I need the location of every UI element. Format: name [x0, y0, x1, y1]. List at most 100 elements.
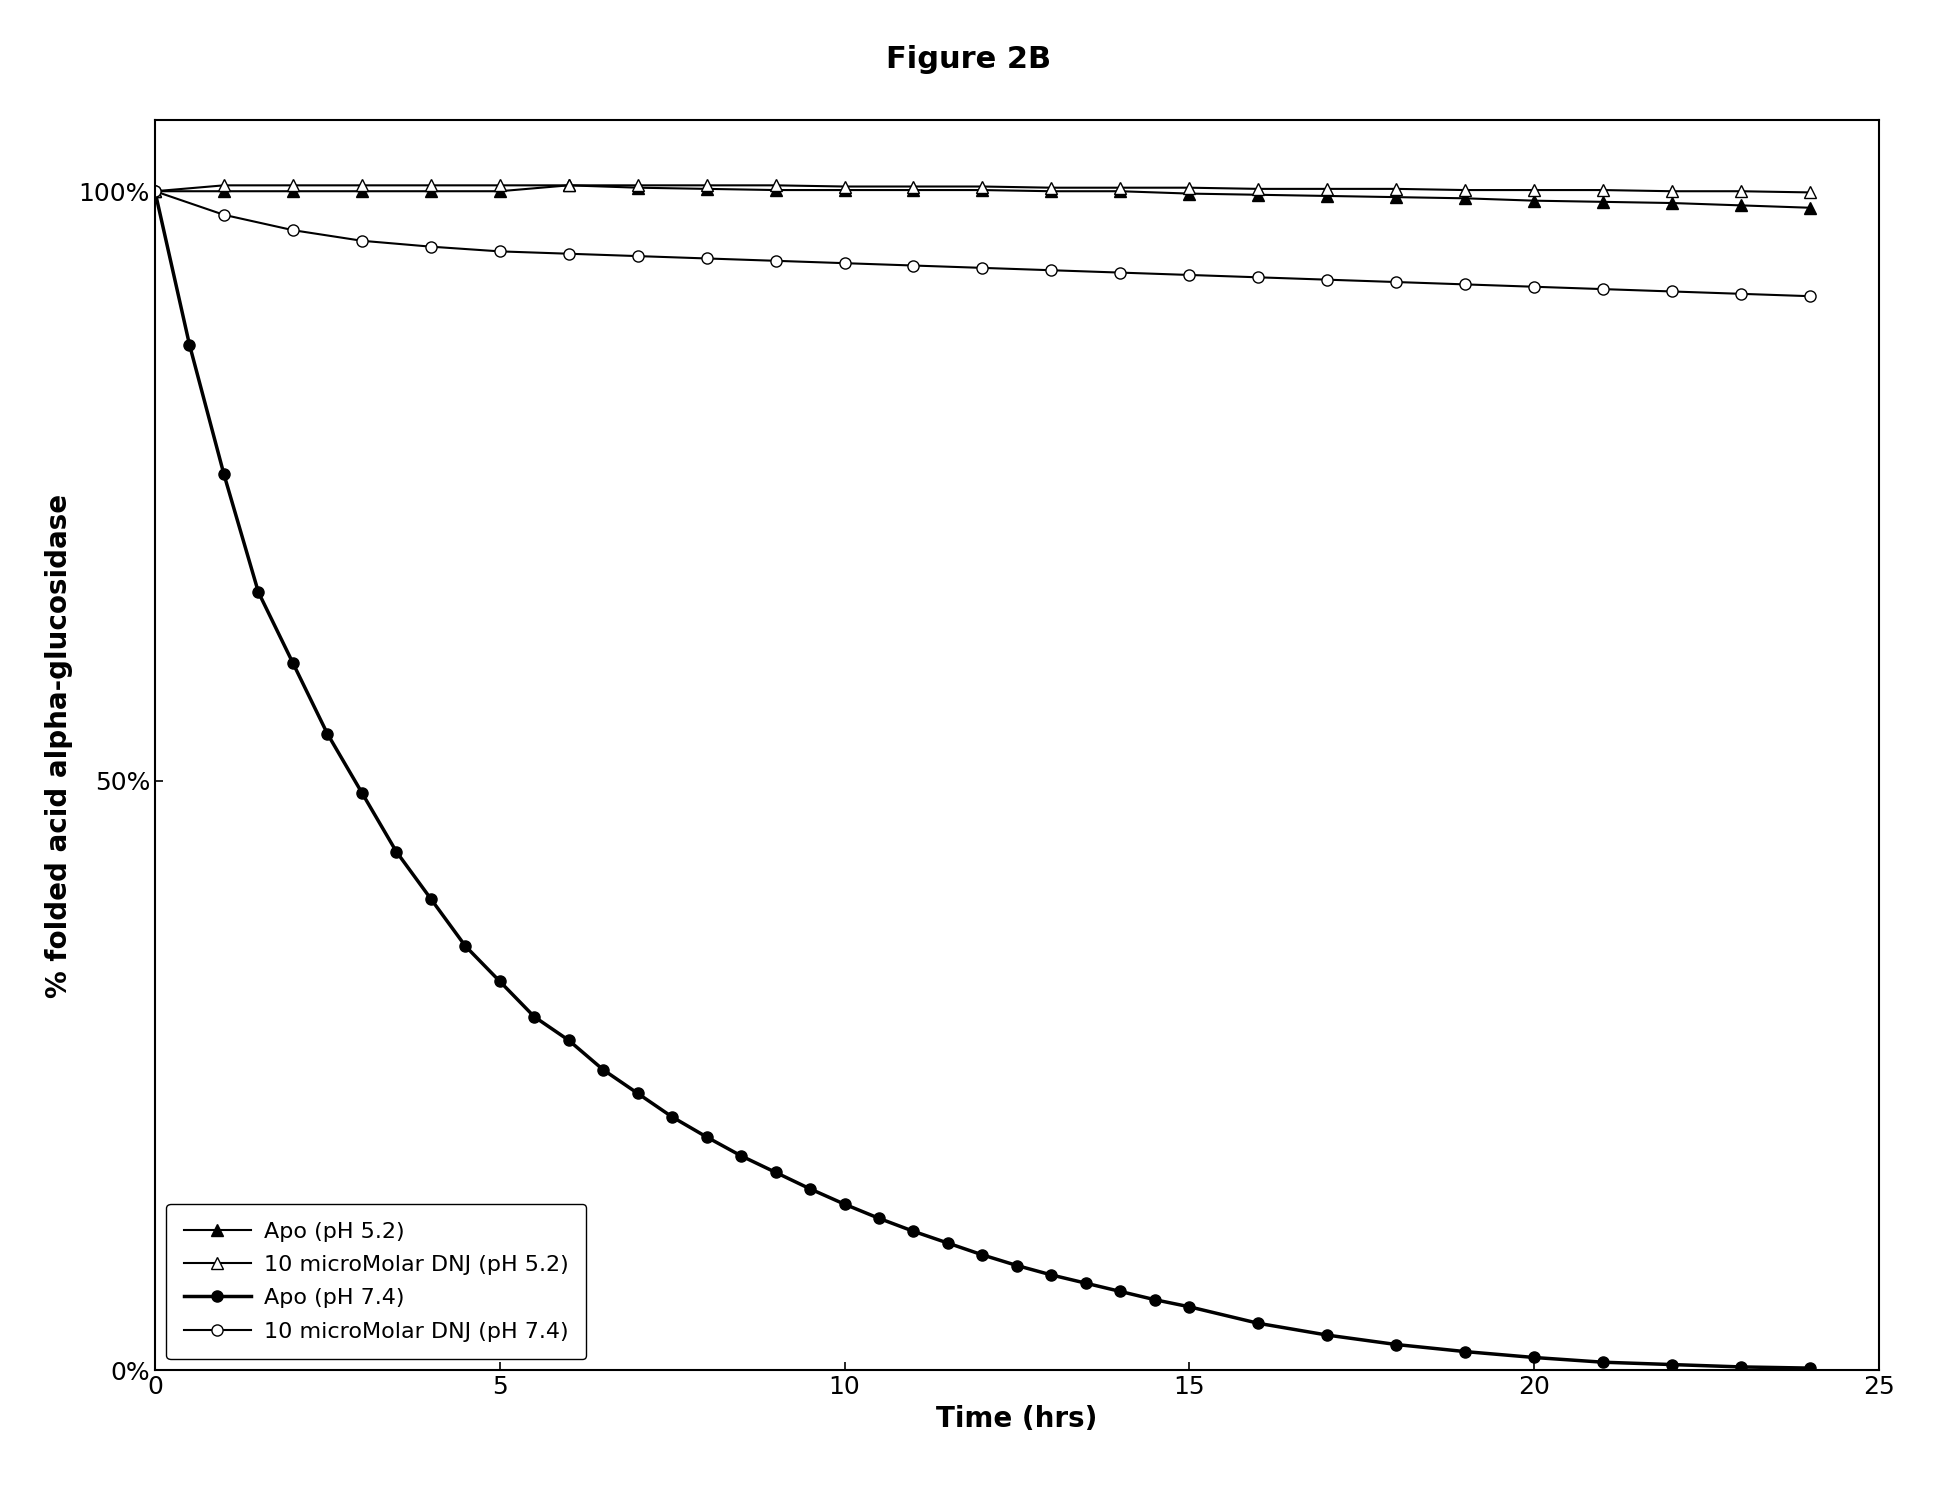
Apo (pH 7.4)	[1315, 1327, 1338, 1345]
10 microMolar DNJ (pH 7.4)	[213, 206, 236, 224]
Apo (pH 5.2)	[143, 182, 167, 200]
10 microMolar DNJ (pH 7.4)	[418, 238, 442, 256]
Apo (pH 5.2)	[833, 181, 856, 199]
Apo (pH 7.4)	[1660, 1355, 1683, 1373]
Apo (pH 7.4)	[868, 1209, 891, 1227]
Apo (pH 7.4)	[1005, 1256, 1029, 1274]
10 microMolar DNJ (pH 7.4)	[488, 242, 511, 261]
10 microMolar DNJ (pH 7.4)	[695, 250, 719, 268]
Apo (pH 7.4)	[626, 1084, 649, 1102]
Apo (pH 7.4)	[1143, 1291, 1166, 1309]
Apo (pH 7.4)	[178, 336, 201, 354]
Apo (pH 5.2)	[351, 182, 374, 200]
Y-axis label: % folded acid alpha-glucosidase: % folded acid alpha-glucosidase	[45, 494, 74, 997]
10 microMolar DNJ (pH 5.2)	[1247, 179, 1271, 197]
Line: 10 microMolar DNJ (pH 5.2): 10 microMolar DNJ (pH 5.2)	[149, 179, 1815, 197]
Apo (pH 7.4)	[213, 465, 236, 483]
10 microMolar DNJ (pH 5.2)	[1108, 179, 1131, 197]
10 microMolar DNJ (pH 5.2)	[281, 176, 304, 194]
10 microMolar DNJ (pH 5.2)	[1660, 182, 1683, 200]
10 microMolar DNJ (pH 5.2)	[143, 182, 167, 200]
Apo (pH 7.4)	[351, 783, 374, 801]
Apo (pH 7.4)	[1453, 1342, 1476, 1360]
Apo (pH 7.4)	[763, 1163, 786, 1181]
Apo (pH 5.2)	[281, 182, 304, 200]
10 microMolar DNJ (pH 5.2)	[1592, 181, 1615, 199]
Apo (pH 7.4)	[970, 1245, 994, 1264]
10 microMolar DNJ (pH 5.2)	[1453, 181, 1476, 199]
Apo (pH 7.4)	[1730, 1358, 1753, 1376]
10 microMolar DNJ (pH 7.4)	[903, 256, 926, 274]
Apo (pH 7.4)	[695, 1128, 719, 1146]
Apo (pH 7.4)	[1247, 1315, 1271, 1333]
Apo (pH 5.2)	[418, 182, 442, 200]
10 microMolar DNJ (pH 5.2)	[488, 176, 511, 194]
10 microMolar DNJ (pH 7.4)	[1040, 261, 1063, 279]
Apo (pH 5.2)	[626, 179, 649, 197]
10 microMolar DNJ (pH 5.2)	[1730, 182, 1753, 200]
10 microMolar DNJ (pH 7.4)	[281, 221, 304, 239]
Apo (pH 7.4)	[661, 1108, 684, 1126]
10 microMolar DNJ (pH 7.4)	[143, 182, 167, 200]
Apo (pH 7.4)	[1592, 1354, 1615, 1372]
10 microMolar DNJ (pH 7.4)	[1108, 264, 1131, 282]
10 microMolar DNJ (pH 5.2)	[418, 176, 442, 194]
Apo (pH 5.2)	[1730, 196, 1753, 214]
Apo (pH 5.2)	[695, 179, 719, 197]
Apo (pH 7.4)	[833, 1196, 856, 1214]
Apo (pH 5.2)	[1040, 182, 1063, 200]
10 microMolar DNJ (pH 5.2)	[1315, 179, 1338, 197]
10 microMolar DNJ (pH 7.4)	[558, 244, 581, 262]
Apo (pH 7.4)	[1075, 1274, 1098, 1292]
Apo (pH 5.2)	[1385, 188, 1408, 206]
Apo (pH 7.4)	[903, 1223, 926, 1241]
Apo (pH 5.2)	[1247, 185, 1271, 203]
10 microMolar DNJ (pH 5.2)	[213, 176, 236, 194]
Apo (pH 5.2)	[1315, 187, 1338, 205]
Apo (pH 5.2)	[1178, 185, 1201, 203]
10 microMolar DNJ (pH 5.2)	[351, 176, 374, 194]
10 microMolar DNJ (pH 7.4)	[1592, 280, 1615, 298]
10 microMolar DNJ (pH 5.2)	[1178, 179, 1201, 197]
Apo (pH 5.2)	[213, 182, 236, 200]
Apo (pH 7.4)	[558, 1032, 581, 1050]
Line: Apo (pH 7.4): Apo (pH 7.4)	[149, 185, 1815, 1373]
Apo (pH 7.4)	[1522, 1348, 1546, 1366]
10 microMolar DNJ (pH 5.2)	[1385, 179, 1408, 197]
Line: 10 microMolar DNJ (pH 7.4): 10 microMolar DNJ (pH 7.4)	[149, 185, 1815, 301]
Apo (pH 5.2)	[488, 182, 511, 200]
10 microMolar DNJ (pH 7.4)	[833, 255, 856, 273]
Apo (pH 5.2)	[1660, 194, 1683, 212]
Apo (pH 7.4)	[418, 890, 442, 908]
10 microMolar DNJ (pH 5.2)	[833, 178, 856, 196]
Apo (pH 5.2)	[558, 176, 581, 194]
10 microMolar DNJ (pH 7.4)	[1660, 283, 1683, 301]
10 microMolar DNJ (pH 5.2)	[1798, 184, 1821, 202]
Apo (pH 7.4)	[1040, 1267, 1063, 1285]
Apo (pH 7.4)	[385, 842, 409, 860]
10 microMolar DNJ (pH 5.2)	[558, 176, 581, 194]
10 microMolar DNJ (pH 5.2)	[1040, 179, 1063, 197]
Apo (pH 7.4)	[523, 1008, 546, 1026]
10 microMolar DNJ (pH 5.2)	[903, 178, 926, 196]
Text: Figure 2B: Figure 2B	[885, 45, 1052, 74]
10 microMolar DNJ (pH 7.4)	[351, 232, 374, 250]
Apo (pH 5.2)	[1592, 193, 1615, 211]
Apo (pH 5.2)	[763, 181, 786, 199]
Apo (pH 7.4)	[246, 583, 269, 601]
10 microMolar DNJ (pH 7.4)	[1178, 267, 1201, 285]
Apo (pH 7.4)	[143, 182, 167, 200]
Line: Apo (pH 5.2): Apo (pH 5.2)	[149, 179, 1815, 214]
Apo (pH 5.2)	[1108, 182, 1131, 200]
Apo (pH 5.2)	[1453, 190, 1476, 208]
10 microMolar DNJ (pH 7.4)	[1385, 273, 1408, 291]
10 microMolar DNJ (pH 7.4)	[1315, 271, 1338, 289]
Apo (pH 7.4)	[1178, 1298, 1201, 1316]
Apo (pH 7.4)	[1798, 1358, 1821, 1376]
Apo (pH 7.4)	[453, 937, 477, 955]
10 microMolar DNJ (pH 7.4)	[1247, 268, 1271, 286]
10 microMolar DNJ (pH 7.4)	[626, 247, 649, 265]
X-axis label: Time (hrs): Time (hrs)	[936, 1405, 1098, 1432]
Legend: Apo (pH 5.2), 10 microMolar DNJ (pH 5.2), Apo (pH 7.4), 10 microMolar DNJ (pH 7.: Apo (pH 5.2), 10 microMolar DNJ (pH 5.2)…	[167, 1203, 587, 1360]
Apo (pH 7.4)	[1385, 1336, 1408, 1354]
